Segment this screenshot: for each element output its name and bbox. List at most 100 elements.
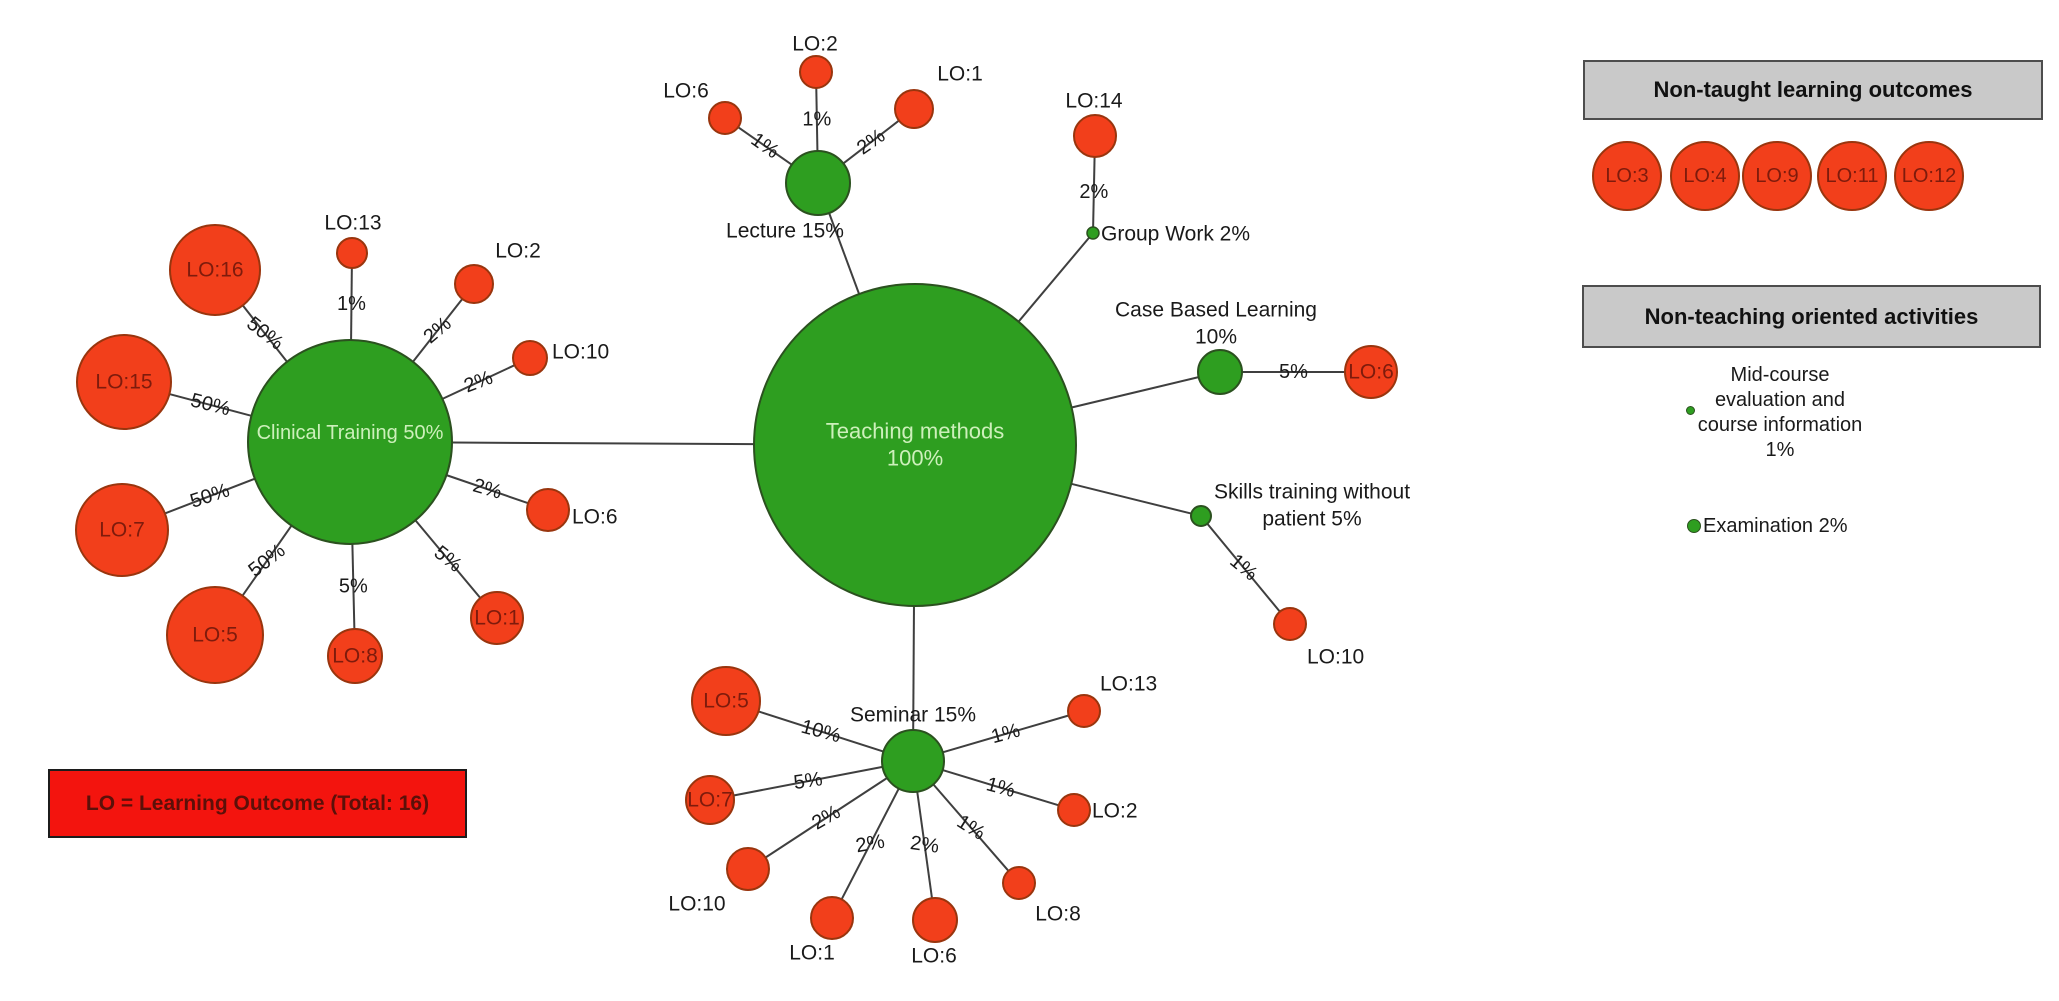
node-label-c15: LO:15 xyxy=(95,371,152,394)
edge-label-seminar-se6: 2% xyxy=(909,832,941,858)
non-taught-outcome-label-LO4: LO:4 xyxy=(1683,165,1726,187)
legend-text: LO = Learning Outcome (Total: 16) xyxy=(85,791,430,815)
node-label-se1: LO:1 xyxy=(789,942,835,965)
node-se2 xyxy=(1057,793,1091,827)
edge-seminar-se10 xyxy=(765,777,888,859)
node-label-se5: LO:5 xyxy=(703,690,749,713)
non-taught-outcome-label-LO11: LO:11 xyxy=(1826,165,1879,187)
legend-box: LO = Learning Outcome (Total: 16) xyxy=(48,769,467,838)
midcourse-line: evaluation and xyxy=(1714,389,1846,411)
edge-seminar-se13 xyxy=(942,714,1069,754)
node-c2 xyxy=(454,264,494,304)
node-skills xyxy=(1190,505,1212,527)
edge-label-lecture-l1: 2% xyxy=(853,125,889,160)
edge-label-clinical-c10: 2% xyxy=(461,367,496,398)
node-teaching xyxy=(753,283,1077,607)
node-label-c6: LO:6 xyxy=(572,506,618,529)
node-label-c2: LO:2 xyxy=(495,240,541,263)
node-cb6 xyxy=(1344,345,1398,399)
edge-label-clinical-c6: 2% xyxy=(470,475,504,504)
non-taught-outcome-LO3 xyxy=(1592,141,1662,211)
edge-label-clinical-c8: 5% xyxy=(339,575,368,597)
edge-seminar-se8 xyxy=(932,783,1010,872)
edge-clinical-c10 xyxy=(442,364,516,400)
edge-teaching-casebased xyxy=(1071,376,1199,409)
node-l1 xyxy=(894,89,934,129)
node-seminar xyxy=(881,729,945,793)
node-label-teaching: 100% xyxy=(887,446,943,471)
non-taught-outcome-label-LO3: LO:3 xyxy=(1605,165,1648,187)
node-label-s10: LO:10 xyxy=(1307,646,1364,669)
node-label-c13: LO:13 xyxy=(324,212,381,235)
edge-label-seminar-se1: 2% xyxy=(854,831,887,858)
edge-clinical-c15 xyxy=(169,393,252,417)
node-label-casebased: Case Based Learning xyxy=(1115,299,1317,322)
non-taught-outcome-LO4 xyxy=(1670,141,1740,211)
edge-label-seminar-se7: 5% xyxy=(792,768,824,794)
node-se1 xyxy=(810,896,854,940)
edge-label-lecture-l2: 1% xyxy=(802,109,831,131)
edge-clinical-c6 xyxy=(446,474,529,505)
node-g14 xyxy=(1073,114,1117,158)
edge-clinical-c13 xyxy=(350,267,353,341)
edge-teaching-seminar xyxy=(912,605,915,731)
node-label-se2: LO:2 xyxy=(1092,800,1138,823)
edge-label-groupwork-g14: 2% xyxy=(1079,181,1108,203)
edge-label-lecture-l6: 1% xyxy=(747,129,783,164)
node-label-seminar: Seminar 15% xyxy=(850,704,976,727)
node-label-c7: LO:7 xyxy=(99,519,145,542)
edge-lecture-l6 xyxy=(737,126,793,166)
non-taught-outcome-LO11 xyxy=(1817,141,1887,211)
node-label-c8: LO:8 xyxy=(332,645,378,668)
edge-label-seminar-se5: 10% xyxy=(799,716,844,748)
node-label-cb6: LO:6 xyxy=(1348,361,1394,384)
node-label-l2: LO:2 xyxy=(792,33,838,56)
edge-label-clinical-c2: 2% xyxy=(419,312,455,348)
edge-label-casebased-cb6: 5% xyxy=(1279,361,1308,383)
examination-item: Examination 2% xyxy=(1703,514,1848,538)
node-c7 xyxy=(75,483,169,577)
edge-seminar-se1 xyxy=(840,788,900,900)
node-label-teaching: Teaching methods xyxy=(826,419,1005,444)
node-clinical xyxy=(247,339,453,545)
edge-clinical-c2 xyxy=(412,298,464,363)
edge-seminar-se7 xyxy=(733,765,883,797)
non-teaching-header: Non-teaching oriented activities xyxy=(1582,285,2041,348)
node-casebased xyxy=(1197,349,1243,395)
edge-label-clinical-c16: 50% xyxy=(242,313,287,355)
non-taught-outcome-LO9 xyxy=(1742,141,1812,211)
node-label-groupwork: Group Work 2% xyxy=(1101,223,1250,246)
edge-clinical-c5 xyxy=(241,525,293,597)
non-taught-outcome-LO12 xyxy=(1894,141,1964,211)
edge-teaching-groupwork xyxy=(1017,236,1090,323)
edge-label-clinical-c7: 50% xyxy=(187,479,232,512)
midcourse-percent: 1% xyxy=(1765,439,1795,461)
edge-seminar-se2 xyxy=(942,769,1059,807)
node-c16 xyxy=(169,224,261,316)
node-label-se8: LO:8 xyxy=(1035,903,1081,926)
node-se7 xyxy=(685,775,735,825)
edge-teaching-clinical xyxy=(451,441,755,446)
edge-clinical-c8 xyxy=(351,543,356,630)
node-c6 xyxy=(526,488,570,532)
edge-skills-s10 xyxy=(1206,523,1281,613)
edge-label-clinical-c15: 50% xyxy=(188,389,232,420)
edge-teaching-lecture xyxy=(828,212,861,295)
node-l6 xyxy=(708,101,742,135)
node-label-l1: LO:1 xyxy=(937,63,983,86)
edge-label-skills-s10: 1% xyxy=(1225,550,1261,586)
node-se6 xyxy=(912,897,958,943)
node-label-c5: LO:5 xyxy=(192,624,238,647)
edge-seminar-se6 xyxy=(916,791,933,899)
midcourse-line: Mid-course xyxy=(1730,364,1830,386)
node-label-se6: LO:6 xyxy=(911,945,957,968)
edge-label-seminar-se2: 1% xyxy=(984,773,1018,802)
node-c8 xyxy=(327,628,383,684)
node-label-c16: LO:16 xyxy=(186,259,243,282)
node-s10 xyxy=(1273,607,1307,641)
node-label-lecture: Lecture 15% xyxy=(726,220,844,243)
node-l2 xyxy=(799,55,833,89)
edge-label-clinical-c1: 5% xyxy=(430,542,466,577)
node-groupwork xyxy=(1086,226,1100,240)
